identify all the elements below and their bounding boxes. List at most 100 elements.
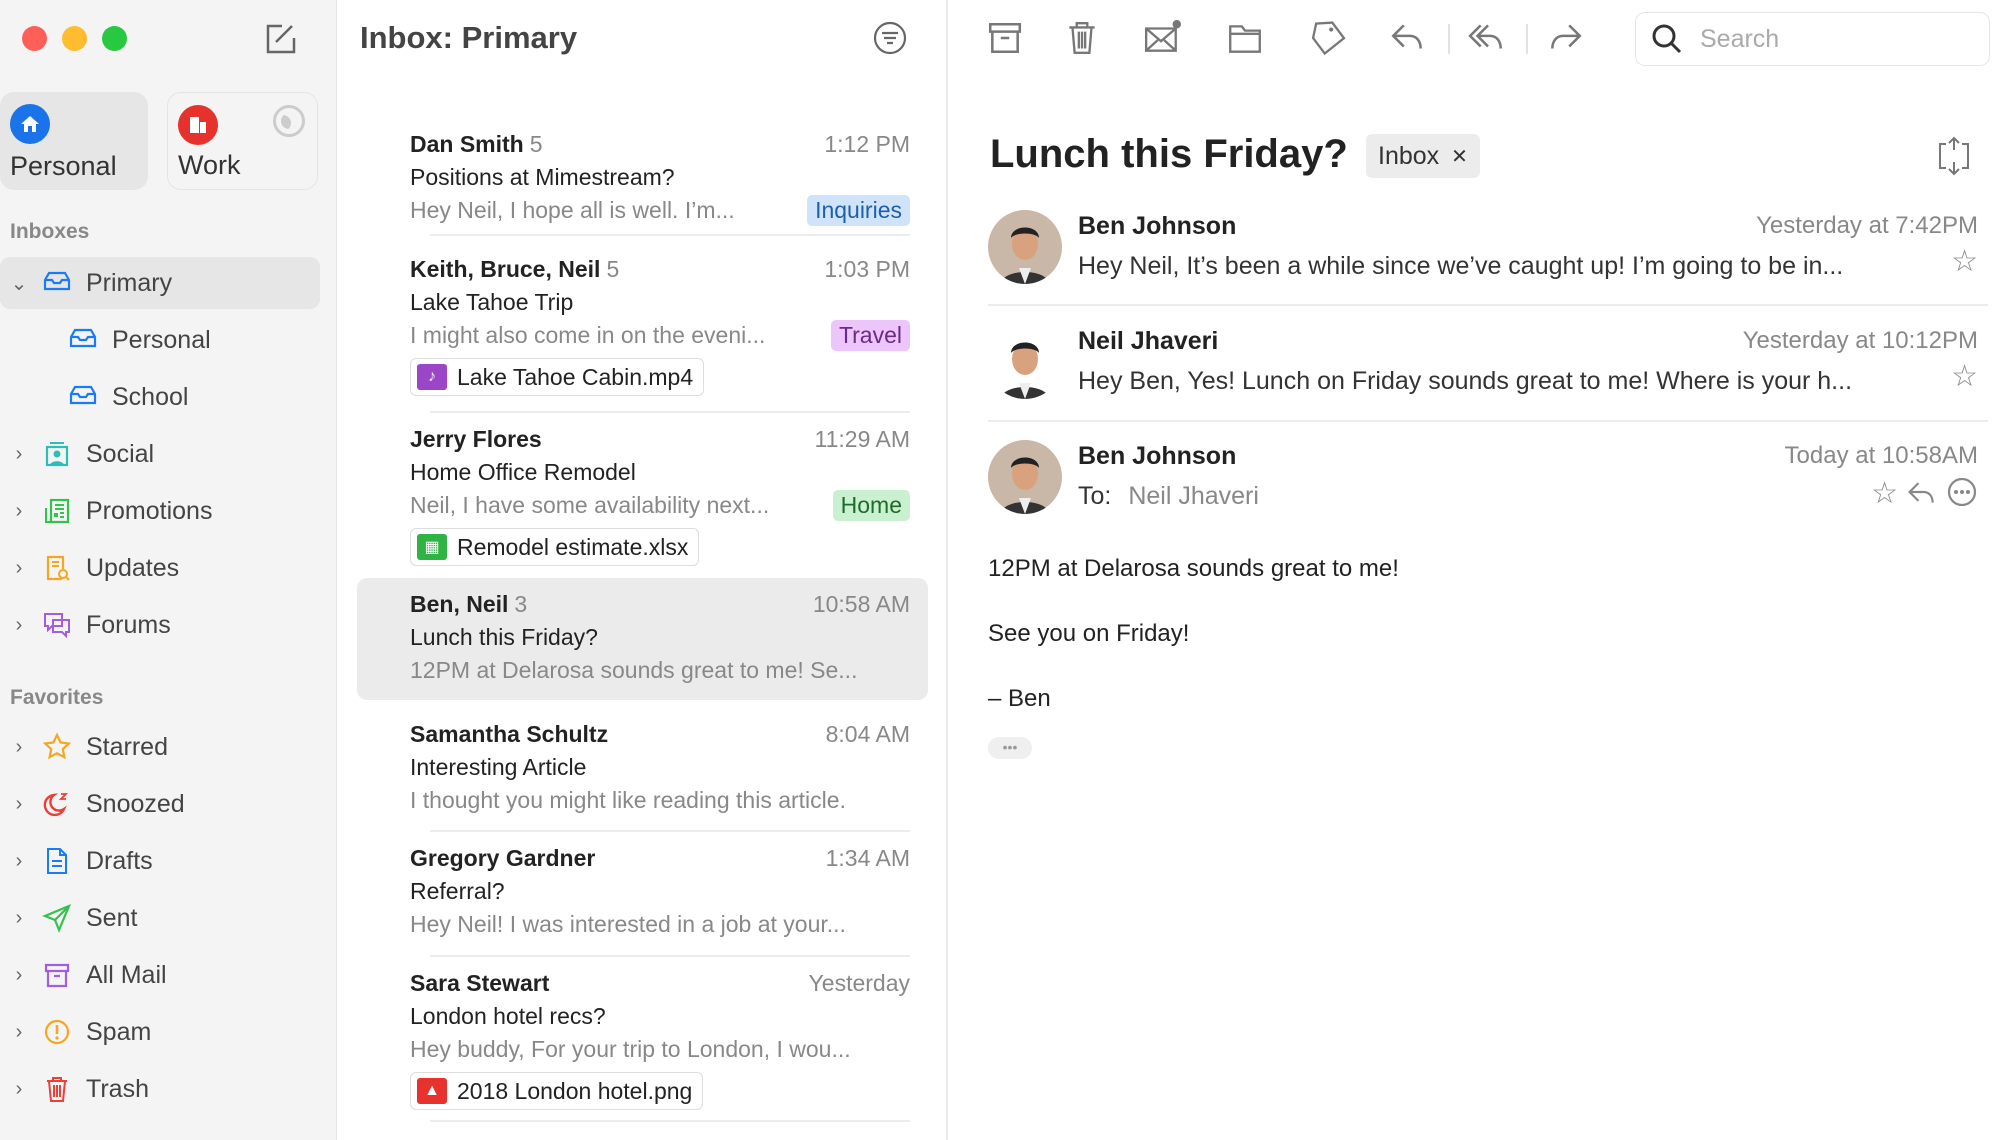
message-list-item[interactable]: Dan Smith 5 1:12 PM Positions at Mimestrea… — [357, 118, 928, 236]
minimize-window-button[interactable] — [62, 26, 87, 51]
sidebar-item-all-mail[interactable]: › All Mail — [0, 949, 320, 1001]
tag-badge[interactable]: Travel — [830, 320, 910, 351]
message-time: Today at 10:58AM — [1784, 442, 1978, 469]
next-item-cutoff — [747, 1135, 947, 1140]
thread-message[interactable]: Ben Johnson Today at 10:58AM To: Neil Jh… — [988, 440, 1988, 540]
search-input[interactable]: Search — [1635, 12, 1990, 66]
star-icon[interactable]: ☆ — [1951, 360, 1978, 393]
message-list-item[interactable]: Keith, Bruce, Neil 5 1:03 PM Lake Tahoe Tr… — [357, 243, 928, 413]
mark-unread-button[interactable] — [1142, 18, 1182, 58]
sender: Sara Stewart — [410, 970, 550, 996]
archive-button[interactable] — [985, 18, 1025, 58]
move-to-folder-icon — [1229, 25, 1261, 53]
message-preview: Hey Neil, It’s been a while since we’ve … — [1078, 252, 1844, 280]
divider — [988, 304, 1988, 306]
forward-button[interactable] — [1545, 18, 1585, 58]
sidebar-item-social[interactable]: › Social — [0, 428, 320, 480]
reply-button[interactable] — [1388, 18, 1428, 58]
thread-count: 3 — [514, 591, 528, 617]
message-list-item[interactable]: Ben, Neil 3 10:58 AM Lunch this Friday? 12… — [357, 578, 928, 700]
divider — [430, 955, 910, 957]
chevron-right-icon[interactable]: › — [15, 1020, 23, 1043]
compose-icon[interactable] — [262, 20, 298, 61]
chevron-right-icon[interactable]: › — [15, 792, 23, 815]
attachment-chip[interactable]: ▲ 2018 London hotel.png — [410, 1072, 704, 1110]
subject: Referral? — [410, 878, 505, 904]
sidebar-item-starred[interactable]: › Starred — [0, 721, 320, 773]
close-window-button[interactable] — [22, 26, 47, 51]
video-file-icon: ♪ — [417, 364, 447, 390]
chevron-right-icon[interactable]: › — [15, 499, 23, 522]
message-list-item[interactable]: Gregory Gardner 1:34 AM Referral? Hey Nei… — [357, 832, 928, 957]
sidebar-item-label: Primary — [86, 268, 173, 297]
zoom-window-button[interactable] — [102, 26, 127, 51]
label-chip-inbox[interactable]: Inbox ✕ — [1366, 134, 1480, 178]
message-body-line: See you on Friday! — [988, 620, 1190, 647]
show-quoted-text-button[interactable]: ••• — [988, 737, 1032, 759]
attachment-name: Lake Tahoe Cabin.mp4 — [457, 363, 694, 390]
attachment-name: Remodel estimate.xlsx — [457, 533, 689, 560]
divider — [430, 1120, 910, 1122]
expand-icon[interactable] — [1936, 136, 1972, 181]
account-personal[interactable]: Personal — [0, 92, 148, 190]
thread-message[interactable]: Ben Johnson Yesterday at 7:42PM Hey Neil… — [988, 210, 1988, 320]
chevron-right-icon[interactable]: › — [15, 442, 23, 465]
time: 1:12 PM — [824, 131, 910, 157]
thread-message[interactable]: Neil Jhaveri Yesterday at 10:12PM Hey Be… — [988, 325, 1988, 435]
chevron-right-icon[interactable]: › — [15, 849, 23, 872]
chevron-right-icon[interactable]: › — [15, 735, 23, 758]
sidebar-item-forums[interactable]: › Forums — [0, 599, 320, 651]
sidebar-item-promotions[interactable]: › Promotions — [0, 485, 320, 537]
sidebar-item-updates[interactable]: › Updates — [0, 542, 320, 594]
avatar — [988, 210, 1062, 284]
chevron-right-icon[interactable]: › — [15, 906, 23, 929]
sidebar-item-label: Trash — [86, 1074, 149, 1103]
inbox-tray-icon — [64, 325, 102, 355]
reply-icon[interactable] — [1906, 476, 1938, 516]
sidebar-item-label: School — [112, 382, 189, 411]
message-list-item[interactable]: Sara Stewart Yesterday London hotel recs?… — [357, 957, 928, 1122]
chevron-right-icon[interactable]: › — [15, 613, 23, 636]
sidebar-item-snoozed[interactable]: › Snoozed — [0, 778, 320, 830]
house-icon — [10, 104, 50, 144]
chevron-right-icon[interactable]: › — [15, 1077, 23, 1100]
toolbar-divider — [1448, 24, 1450, 54]
chevron-right-icon[interactable]: › — [15, 963, 23, 986]
trash-button[interactable] — [1062, 18, 1102, 58]
remove-label-icon[interactable]: ✕ — [1451, 145, 1468, 168]
move-to-folder-button[interactable] — [1225, 18, 1265, 58]
message-list-item[interactable]: Samantha Schultz 8:04 AM Interesting Arti… — [357, 708, 928, 832]
divider — [988, 420, 1988, 422]
sidebar-item-drafts[interactable]: › Drafts — [0, 835, 320, 887]
more-icon[interactable] — [1946, 476, 1978, 516]
message-list-item[interactable]: Jerry Flores 11:29 AM Home Office Remodel… — [357, 413, 928, 583]
sidebar-item-personal[interactable]: Personal — [0, 314, 320, 366]
account-work[interactable]: Work — [167, 92, 318, 190]
account-label: Work — [178, 150, 241, 180]
time: 11:29 AM — [814, 426, 910, 452]
attachment-chip[interactable]: ♪ Lake Tahoe Cabin.mp4 — [410, 358, 705, 396]
chat-bubbles-icon — [38, 610, 76, 640]
sidebar-item-label: Spam — [86, 1017, 152, 1046]
sidebar-item-trash[interactable]: › Trash — [0, 1063, 320, 1115]
sidebar-item-primary[interactable]: ⌄ Primary — [0, 257, 320, 309]
sender: Keith, Bruce, Neil — [410, 256, 601, 282]
tag-badge[interactable]: Inquiries — [807, 195, 910, 226]
chevron-down-icon[interactable]: ⌄ — [10, 272, 28, 295]
tag-badge[interactable]: Home — [832, 490, 910, 521]
preview: 12PM at Delarosa sounds great to me! Se.… — [410, 657, 858, 683]
sidebar-item-school[interactable]: School — [0, 371, 320, 423]
sidebar-item-sent[interactable]: › Sent — [0, 892, 320, 944]
star-icon[interactable]: ☆ — [1951, 245, 1978, 278]
subject: Positions at Mimestream? — [410, 164, 675, 190]
archive-icon — [988, 23, 1022, 53]
attachment-chip[interactable]: ▦ Remodel estimate.xlsx — [410, 528, 700, 566]
star-icon[interactable]: ☆ — [1871, 477, 1898, 510]
message-time: Yesterday at 10:12PM — [1742, 327, 1978, 354]
reply-all-icon — [1468, 24, 1502, 49]
filter-icon[interactable] — [872, 20, 908, 61]
reply-all-button[interactable] — [1467, 18, 1507, 58]
chevron-right-icon[interactable]: › — [15, 556, 23, 579]
label-button[interactable] — [1308, 18, 1348, 58]
sidebar-item-spam[interactable]: › Spam — [0, 1006, 320, 1058]
